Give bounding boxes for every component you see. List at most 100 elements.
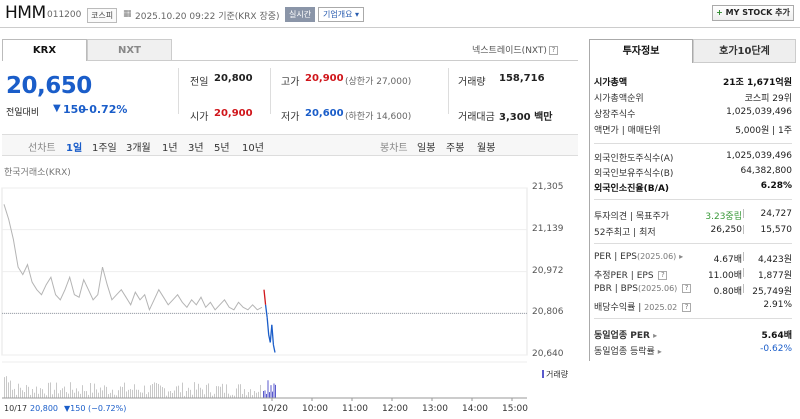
sector-rate-label-group[interactable]: 동일업종 등락률 ▸: [594, 344, 662, 357]
info-value: 1,025,039,496: [726, 151, 792, 161]
volume-bar: [116, 395, 117, 398]
volume-bar: [130, 389, 131, 398]
prev-close-value: 20,800: [214, 73, 253, 84]
period-weekly-candle[interactable]: 주봉: [446, 143, 465, 154]
tab-nxt[interactable]: NXT: [87, 39, 172, 61]
panel-divider: [594, 143, 792, 144]
volume-bar: [22, 390, 23, 398]
volume-bar: [248, 392, 249, 398]
chevron-right-icon[interactable]: ▸: [657, 347, 662, 356]
info-value: 64,382,800: [740, 166, 792, 176]
volume-bar: [204, 394, 205, 398]
volume-bar: [164, 388, 165, 398]
period-5[interactable]: 5년: [214, 143, 230, 154]
volume-bar: [136, 389, 137, 398]
amount-value: 3,300 백만: [499, 112, 553, 123]
chevron-right-icon[interactable]: ▸: [653, 331, 658, 340]
volume-bar: [180, 392, 181, 398]
nxt-info-label: 넥스트레이드(NXT): [472, 46, 547, 56]
tab-invest-info[interactable]: 투자정보: [589, 39, 693, 63]
info-label: 외국인한도주식수(A): [594, 154, 674, 164]
volume-bar: [188, 387, 189, 398]
low-label: 저가: [281, 112, 300, 123]
volume-bar: [120, 386, 121, 398]
header-divider: [0, 27, 800, 28]
quote-divider: [448, 68, 449, 114]
volume-bar: [52, 394, 53, 398]
volume-bar: [122, 386, 123, 398]
nxt-info[interactable]: 넥스트레이드(NXT)?: [472, 43, 558, 56]
high-value: 20,900: [305, 73, 344, 84]
current-price: 20,650: [6, 73, 92, 99]
info-value: 코스피 29위: [744, 94, 792, 104]
realtime-badge[interactable]: 실시간: [285, 7, 316, 22]
volume-bar: [222, 383, 223, 398]
opinion-value: 3.23중립: [700, 209, 742, 222]
volume-bar: [186, 390, 187, 398]
sector-rate-value: -0.62%: [760, 344, 792, 354]
div-date: 2025.02: [644, 303, 678, 312]
volume-bar: [252, 395, 253, 398]
volume-bar: [144, 385, 145, 398]
add-mystock-button[interactable]: + MY STOCK 추가: [712, 5, 794, 21]
period-daily-candle[interactable]: 일봉: [417, 143, 436, 154]
volume-bar: [258, 391, 259, 398]
volume-bar: [269, 392, 270, 398]
y-tick-label: 21,305: [532, 182, 564, 192]
volume-bar: [100, 387, 101, 398]
period-monthly-candle[interactable]: 월봉: [477, 143, 496, 154]
volume-bar: [82, 385, 83, 398]
company-overview-dropdown[interactable]: 기업개요 ▾: [318, 7, 365, 22]
help-icon[interactable]: ?: [658, 271, 668, 280]
period-0[interactable]: 1일: [66, 143, 83, 154]
div-label: 배당수익률: [594, 303, 636, 313]
period-2[interactable]: 3개월: [126, 143, 151, 154]
period-4[interactable]: 3년: [188, 143, 204, 154]
chevron-right-icon[interactable]: ▸: [679, 252, 684, 261]
tab-orderbook[interactable]: 호가10단계: [693, 39, 796, 63]
volume-bar: [48, 382, 49, 398]
volume-bar: [30, 394, 31, 398]
volume-bar: [28, 386, 29, 398]
volume-bar: [210, 392, 211, 398]
sector-per-label-group[interactable]: 동일업종 PER ▸: [594, 328, 657, 341]
chart-source: 한국거래소(KRX): [4, 168, 71, 178]
prev-session-line: [3, 204, 263, 312]
y-tick-label: 20,640: [532, 349, 564, 359]
volume-bar: [98, 392, 99, 398]
volume-bar: [236, 388, 237, 398]
help-icon[interactable]: ?: [682, 303, 692, 312]
volume-bar: [190, 389, 191, 398]
period-3[interactable]: 1년: [162, 143, 178, 154]
pbr-date: (2025.06): [637, 284, 678, 293]
period-1[interactable]: 1주일: [92, 143, 117, 154]
volume-bar: [208, 383, 209, 398]
volume-bar: [96, 389, 97, 398]
volume-bar: [10, 380, 11, 398]
x-tick-label: 12:00: [382, 404, 408, 414]
volume-bar: [273, 383, 275, 398]
tab-krx[interactable]: KRX: [2, 39, 87, 61]
pbr-label: PBR: [594, 284, 612, 294]
volume-bar: [266, 393, 267, 398]
volume-bar: [114, 394, 115, 398]
quote-datetime: 2025.10.20 09:22 기준(KRX 장중): [135, 12, 280, 22]
volume-bar: [58, 393, 59, 398]
volume-bar: [18, 383, 19, 398]
x-tick-label: 14:00: [462, 404, 488, 414]
bps-value: 25,749원: [752, 287, 792, 297]
volume-bar: [150, 385, 151, 398]
per-value: 4.67배: [713, 255, 742, 265]
opinion-label-group: 투자의견 | 목표주가: [594, 212, 670, 222]
x-tick-label: 15:00: [502, 404, 528, 414]
volume-bar: [168, 391, 169, 398]
help-icon[interactable]: ?: [682, 284, 692, 293]
volume-bar: [152, 383, 153, 398]
x-tick-label: 11:00: [342, 404, 368, 414]
panel-divider: [594, 318, 792, 319]
period-6[interactable]: 10년: [242, 143, 264, 154]
panel-divider: [594, 243, 792, 244]
panel-divider: [594, 199, 792, 200]
help-icon[interactable]: ?: [548, 46, 558, 55]
volume-bar: [160, 385, 161, 398]
